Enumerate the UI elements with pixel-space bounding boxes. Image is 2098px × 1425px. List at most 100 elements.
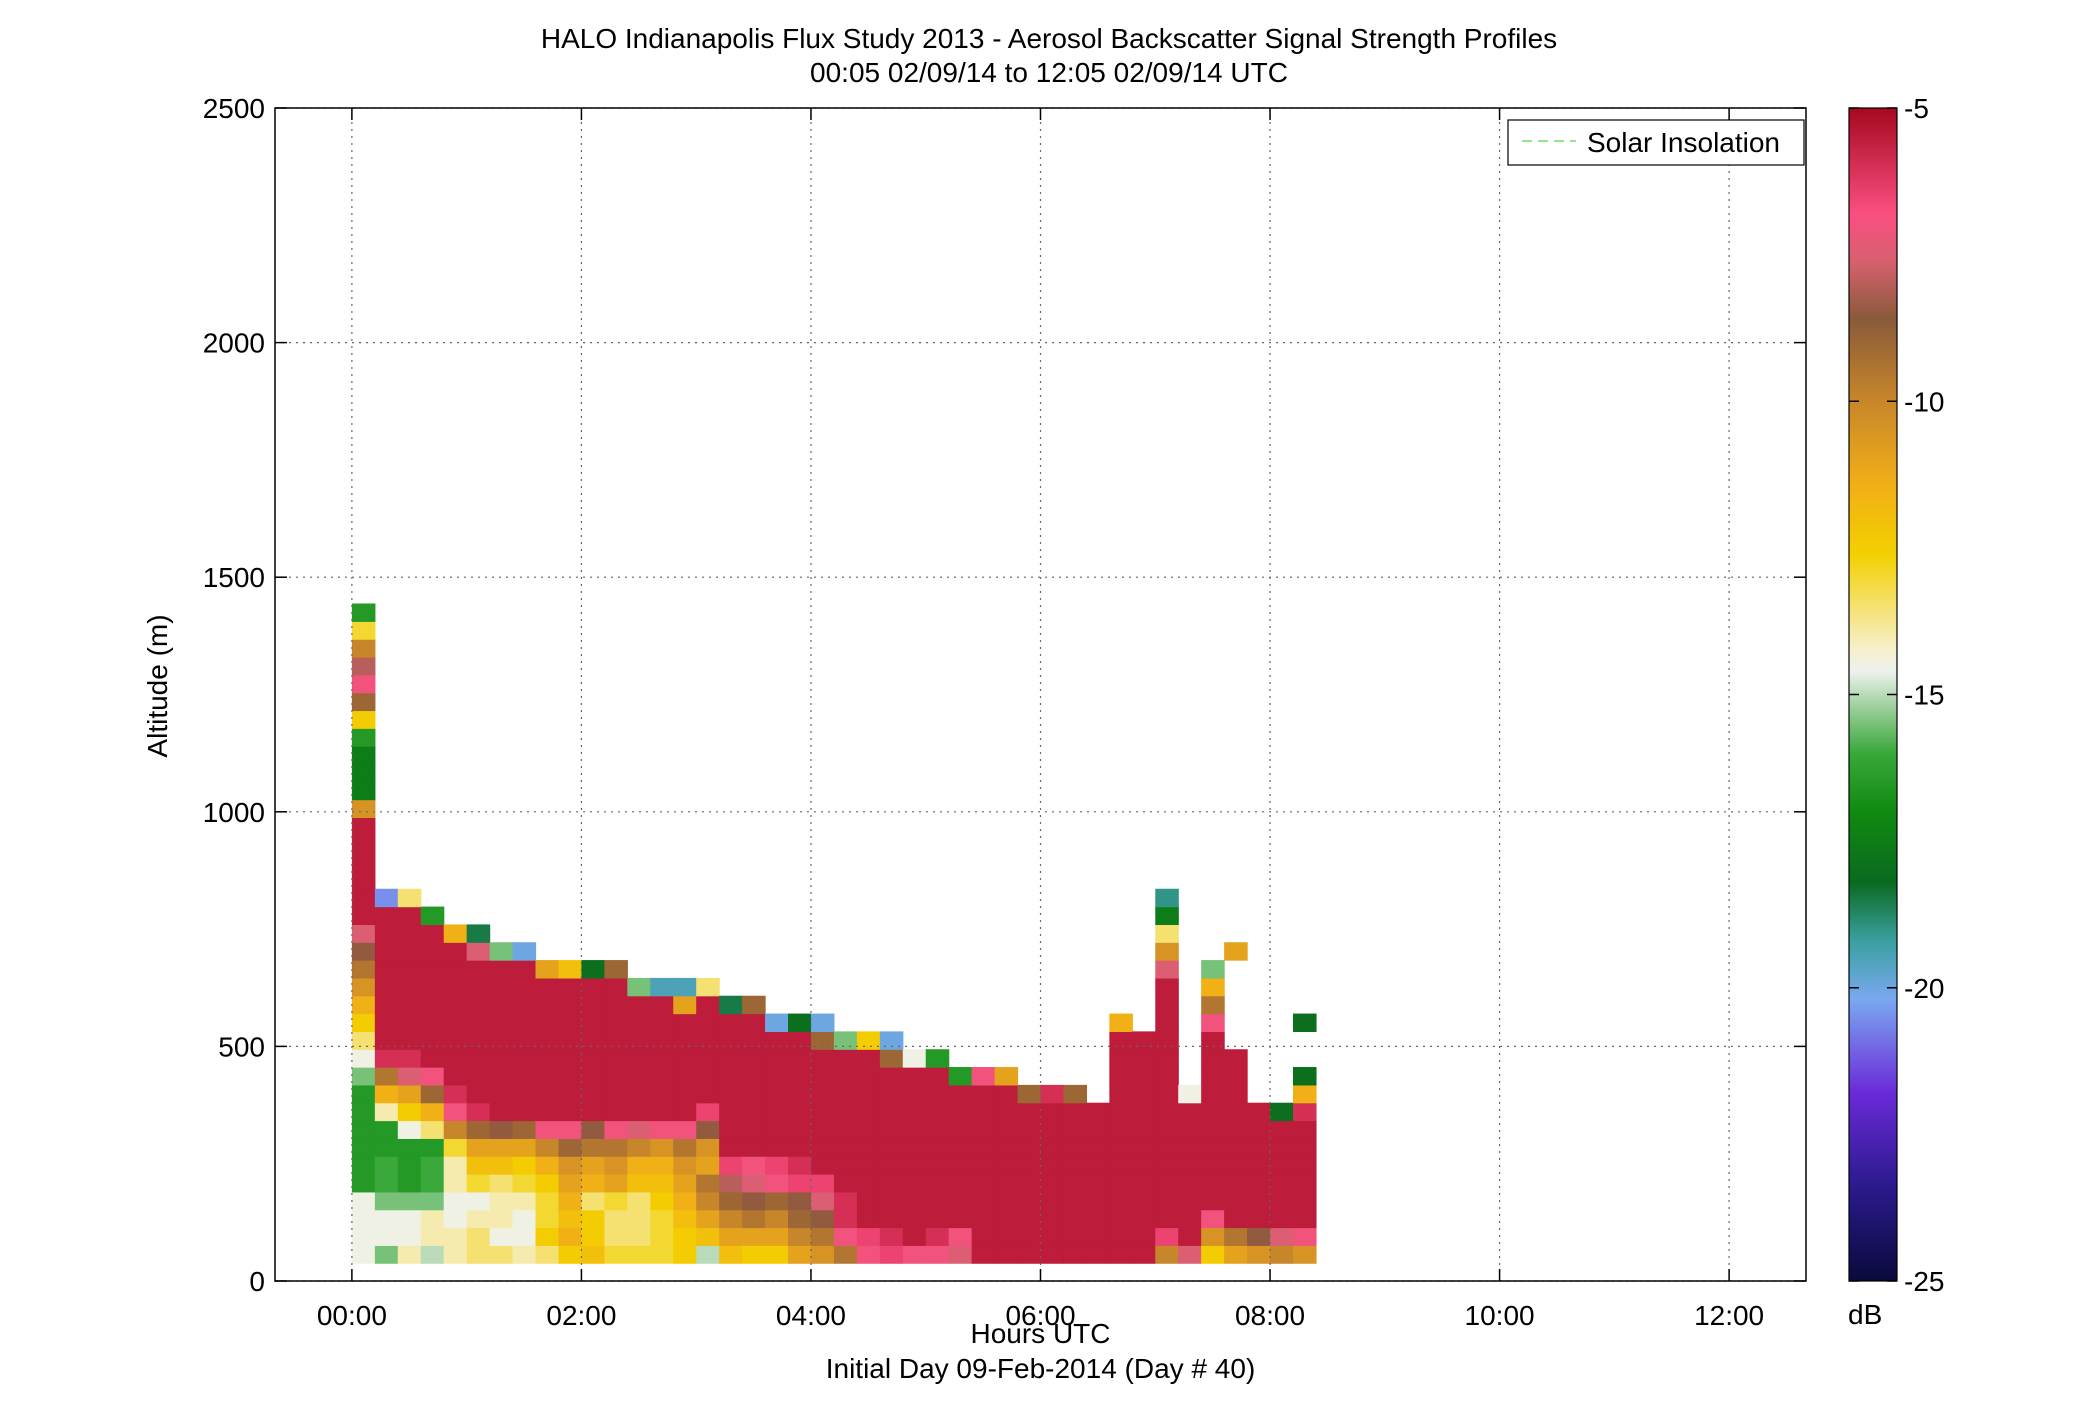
heatmap-cell xyxy=(489,1049,514,1068)
heatmap-cell xyxy=(719,1245,743,1264)
heatmap-cell xyxy=(489,960,514,979)
heatmap-cell xyxy=(1017,1174,1042,1193)
heatmap-cell xyxy=(535,1013,560,1032)
heatmap-cell xyxy=(765,1156,789,1175)
heatmap-cell xyxy=(719,1156,743,1175)
heatmap-cell xyxy=(1247,1120,1271,1139)
heatmap-cell xyxy=(489,977,514,997)
heatmap-cell xyxy=(925,1067,950,1086)
heatmap-cell xyxy=(443,1156,468,1175)
heatmap-cell xyxy=(719,1120,743,1139)
heatmap-cell xyxy=(650,1138,674,1157)
heatmap-cell xyxy=(856,1227,881,1246)
heatmap-cell xyxy=(1224,1209,1248,1229)
heatmap-cell xyxy=(833,1084,858,1104)
heatmap-cell xyxy=(650,977,674,997)
heatmap-cell xyxy=(351,639,376,658)
heatmap-cell xyxy=(879,1031,904,1050)
heatmap-cell xyxy=(696,1138,720,1157)
heatmap-cell xyxy=(1224,1120,1248,1139)
heatmap-cell xyxy=(374,906,399,926)
heatmap-cell xyxy=(351,710,376,729)
heatmap-cell xyxy=(420,1191,445,1211)
heatmap-cell xyxy=(696,1102,720,1122)
heatmap-cell xyxy=(810,1245,835,1264)
y-axis-ticks: 0 500 1000 1500 2000 2500 xyxy=(203,93,1806,1297)
heatmap-cell xyxy=(994,1191,1019,1211)
heatmap-cell xyxy=(512,1102,537,1122)
heatmap-cell xyxy=(512,1191,537,1211)
heatmap-cell xyxy=(1155,1102,1179,1122)
heatmap-cell xyxy=(1155,1084,1179,1104)
colorbar-tick-label: -10 xyxy=(1904,386,1944,417)
heatmap-cell xyxy=(420,1120,445,1139)
heatmap-cell xyxy=(351,674,376,694)
heatmap-cell xyxy=(1109,1156,1133,1175)
heatmap-cell xyxy=(581,995,605,1015)
y-tick-label: 2500 xyxy=(203,93,265,124)
heatmap-cell xyxy=(879,1138,904,1157)
colorbar-tick-label: -15 xyxy=(1904,680,1944,711)
heatmap-cell xyxy=(604,1120,628,1139)
heatmap-cell xyxy=(765,1013,789,1032)
heatmap-cell xyxy=(810,1191,835,1211)
heatmap-cell xyxy=(443,995,468,1015)
heatmap-cell xyxy=(971,1209,996,1229)
heatmap-cell xyxy=(351,728,376,747)
heatmap-cell xyxy=(351,781,376,801)
heatmap-cell xyxy=(1040,1156,1065,1175)
heatmap-cell xyxy=(833,1031,858,1050)
heatmap-cell xyxy=(994,1120,1019,1139)
heatmap-cell xyxy=(351,621,376,640)
heatmap-cell xyxy=(696,1084,720,1104)
heatmap-cell xyxy=(374,1245,399,1264)
heatmap-cell xyxy=(581,1031,605,1050)
heatmap-cell xyxy=(719,1067,743,1086)
heatmap-cell xyxy=(1178,1138,1202,1157)
heatmap-cell xyxy=(1292,1191,1317,1211)
heatmap-cell xyxy=(1109,1013,1133,1032)
heatmap-cell xyxy=(581,1174,605,1193)
heatmap-cell xyxy=(351,1191,376,1211)
x-tick-label: 08:00 xyxy=(1235,1300,1305,1331)
heatmap-cell xyxy=(765,1084,789,1104)
heatmap-cell xyxy=(558,1174,583,1193)
heatmap-cell xyxy=(1040,1245,1065,1264)
heatmap-cell xyxy=(443,1084,468,1104)
heatmap-cell xyxy=(581,1067,605,1086)
heatmap-cell xyxy=(856,1067,881,1086)
heatmap-cell xyxy=(558,1227,583,1246)
heatmap-cell xyxy=(374,888,399,908)
heatmap-cell xyxy=(466,942,491,961)
x-axis-sublabel: Initial Day 09-Feb-2014 (Day # 40) xyxy=(825,1353,1256,1384)
heatmap-cell xyxy=(742,1138,766,1157)
heatmap-cell xyxy=(1063,1138,1087,1157)
heatmap-cell xyxy=(1063,1191,1087,1211)
heatmap-cell xyxy=(443,1227,468,1246)
heatmap-cell xyxy=(765,1031,789,1050)
heatmap-cell xyxy=(1201,1156,1225,1175)
heatmap-cell xyxy=(512,1174,537,1193)
legend-box xyxy=(1507,119,1805,166)
heatmap-cell xyxy=(765,1138,789,1157)
heatmap-cell xyxy=(420,1049,445,1068)
heatmap-cell xyxy=(466,1084,491,1104)
heatmap-cell xyxy=(925,1156,950,1175)
heatmap-cell xyxy=(420,1031,445,1050)
heatmap-cell xyxy=(512,1031,537,1050)
heatmap-cell xyxy=(696,1120,720,1139)
heatmap-cell xyxy=(466,960,491,979)
heatmap-cell xyxy=(581,1209,605,1229)
heatmap-cell xyxy=(627,1245,651,1264)
heatmap-cell xyxy=(1155,1049,1179,1068)
heatmap-cell xyxy=(351,835,376,854)
heatmap-cell xyxy=(719,1031,743,1050)
heatmap-cell xyxy=(558,1138,583,1157)
heatmap-cell xyxy=(673,995,697,1015)
heatmap-cell xyxy=(1292,1067,1317,1086)
heatmap-cell xyxy=(489,942,514,961)
heatmap-cell xyxy=(673,1102,697,1122)
heatmap-cell xyxy=(420,1067,445,1086)
heatmap-cell xyxy=(1201,960,1225,979)
heatmap-cell xyxy=(833,1209,858,1229)
